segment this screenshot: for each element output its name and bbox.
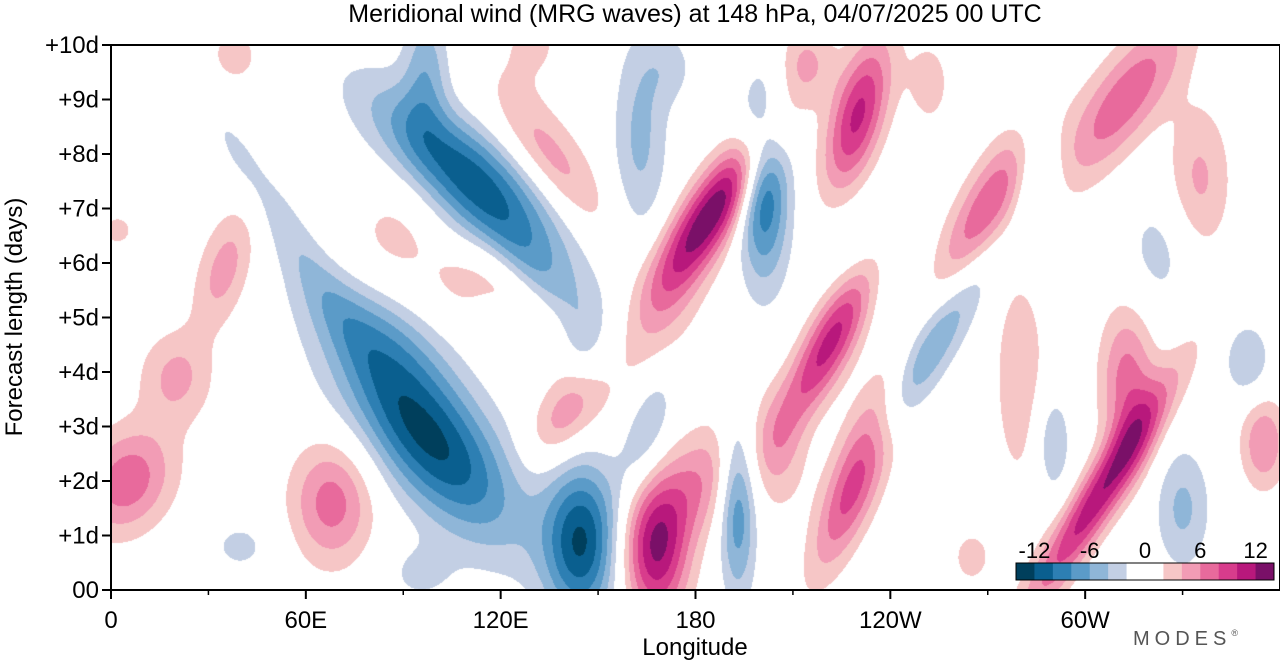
x-tick-label: 0: [104, 607, 117, 634]
modes-brand-mark: ®: [1231, 628, 1243, 638]
y-tick-label: +10d: [45, 32, 99, 59]
colorbar-cell: [1071, 563, 1091, 580]
y-tick-label: +8d: [58, 141, 99, 168]
modes-brand-text: MODES: [1133, 628, 1231, 650]
y-tick-label: +5d: [58, 305, 99, 332]
colorbar-tick-label: -6: [1080, 538, 1100, 563]
y-tick-label: +3d: [58, 414, 99, 441]
x-axis-label: Longitude: [642, 634, 747, 661]
x-tick-label: 60W: [1060, 607, 1110, 634]
colorbar-cell: [1237, 563, 1257, 580]
y-tick-label: +2d: [58, 468, 99, 495]
colorbar-cell: [1145, 563, 1164, 580]
x-tick-label: 180: [675, 607, 715, 634]
y-tick-label: +1d: [58, 523, 99, 550]
colorbar: -12 -6 0 6 12: [1015, 538, 1275, 581]
x-tick-label: 120W: [859, 607, 922, 634]
x-axis: 0 60E 120E 180 120W 60W: [104, 590, 1184, 634]
colorbar-frame: [1015, 562, 1275, 581]
colorbar-cell: [1163, 563, 1183, 580]
colorbar-tick-label: 0: [1139, 538, 1151, 563]
colorbar-cell: [1016, 563, 1035, 580]
y-tick-label: +6d: [58, 250, 99, 277]
colorbar-tick-label: 12: [1243, 538, 1267, 563]
plot-area: [110, 44, 1280, 591]
colorbar-cell: [1200, 563, 1220, 580]
y-axis: 00 +1d +2d +3d +4d +5d +6d +7d +8d +9d +10d: [45, 32, 111, 604]
colorbar-cell: [1052, 563, 1072, 580]
colorbar-tick-label: -12: [1019, 538, 1051, 563]
colorbar-cell: [1034, 563, 1054, 580]
x-tick-label: 120E: [473, 607, 529, 634]
y-tick-label: 00: [72, 577, 99, 604]
colorbar-cell: [1089, 563, 1109, 580]
colorbar-cells: [1015, 562, 1275, 581]
colorbar-cell: [1108, 563, 1128, 580]
chart-title: Meridional wind (MRG waves) at 148 hPa, …: [348, 0, 1041, 28]
y-axis-label: Forecast length (days): [1, 198, 28, 437]
y-tick-label: +4d: [58, 359, 99, 386]
colorbar-tick-label: 6: [1194, 538, 1206, 563]
y-tick-label: +7d: [58, 196, 99, 223]
colorbar-cell: [1181, 563, 1201, 580]
y-tick-label: +9d: [58, 87, 99, 114]
heatmap-field: [111, 45, 1280, 590]
modes-brand: MODES®: [1133, 628, 1243, 650]
colorbar-cell: [1126, 563, 1146, 580]
x-tick-label: 60E: [284, 607, 327, 634]
colorbar-cell: [1255, 563, 1275, 580]
colorbar-ticks: -12 -6 0 6 12: [1019, 538, 1268, 563]
colorbar-cell: [1218, 563, 1238, 580]
